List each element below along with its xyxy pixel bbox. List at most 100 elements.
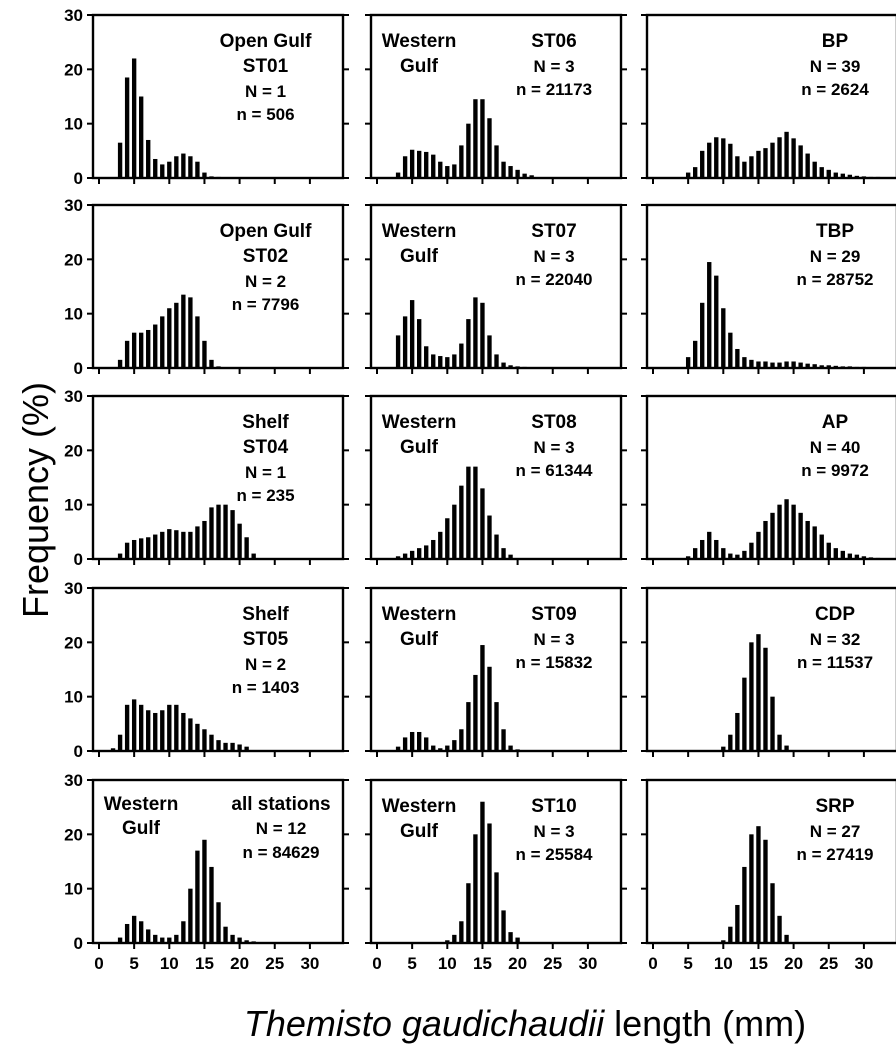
bar [124,77,130,178]
bar [840,550,845,559]
bar [195,526,200,559]
bar [508,554,513,559]
bar [480,99,485,178]
sample-count-n: n = 9972 [801,461,869,480]
bar [473,466,478,559]
panel-frame [369,586,623,753]
bar [146,537,151,559]
bar [777,734,782,751]
sample-count-N: N = 3 [533,822,574,841]
bar [693,340,698,368]
bar [487,823,492,943]
sample-count-n: n = 84629 [242,843,319,862]
station-label: ST02 [243,246,288,267]
sample-count-n: n = 25584 [515,845,593,864]
bar [770,142,775,178]
bar [244,746,249,751]
bar [459,145,464,178]
x-tick-label: 15 [473,954,492,973]
bar [480,645,485,751]
bar [693,167,698,178]
bar [763,520,768,559]
bar [195,316,200,368]
bar [402,737,408,751]
bar [707,262,712,368]
bar [237,523,242,559]
bar [424,346,429,368]
bar [160,531,165,559]
x-axis-label: Themisto gaudichaudii length (mm) [244,1003,806,1045]
bar [395,172,401,178]
panel-st04: 0 10 20 30 Shelf ST04 N = 1 n = 235 [64,387,349,569]
bar [494,354,499,368]
bar [117,359,123,368]
bar [223,742,228,751]
bar [139,332,144,368]
bar [777,915,782,943]
bar [459,485,464,559]
bar [473,99,478,178]
bar [153,158,158,178]
sample-count-n: n = 1403 [232,678,300,697]
bar [417,731,422,751]
bar [833,172,838,178]
bar [861,556,867,559]
bar [209,734,214,751]
panel-frame [645,203,896,370]
bar [700,302,705,368]
bar [431,154,436,178]
bar [230,934,235,943]
bar [749,642,754,751]
bar [146,929,151,943]
bar [473,674,478,751]
bar [146,139,151,178]
bar [202,839,207,943]
region-label: Gulf [400,246,439,267]
bar [494,702,499,751]
bar [784,934,789,943]
bar [438,161,443,178]
bar [146,710,151,751]
x-tick-label: 10 [160,954,179,973]
panel-cdp: CDP N = 32 n = 11537 [641,586,896,757]
bar [480,801,485,943]
bar [131,58,137,178]
bar [707,142,712,178]
bar [735,156,740,178]
bar [466,702,471,751]
bar [395,335,401,368]
bar [721,940,726,943]
x-tick-label: 30 [300,954,319,973]
bar [735,554,740,559]
bar [181,531,186,559]
bar [459,343,464,368]
bar [791,504,796,559]
y-tick-label: 0 [74,742,83,761]
bar [131,332,137,368]
station-label: ST07 [531,221,576,242]
bar [395,556,401,559]
panel-st08: Western Gulf ST08 N = 3 n = 61344 [365,394,627,565]
sample-count-N: N = 1 [245,82,286,101]
bar [181,921,186,943]
bar [749,156,754,178]
y-tick-label: 20 [64,825,83,844]
station-label: AP [822,412,849,433]
panel-bp: BP N = 39 n = 2624 [641,13,896,184]
panel-frame [369,13,623,180]
station-label: ST10 [531,796,576,817]
bar [209,359,214,368]
sample-count-N: N = 2 [245,272,286,291]
bar [685,556,691,559]
bar [714,137,719,178]
y-tick-label: 30 [64,196,83,215]
bar [230,510,235,559]
station-label: ST09 [531,604,576,625]
bar [181,153,186,178]
y-tick-label: 10 [64,115,83,134]
x-tick-label: 25 [543,954,562,973]
y-tick-label: 30 [64,6,83,25]
bar [728,734,733,751]
bar [402,156,408,178]
bar [445,745,450,751]
